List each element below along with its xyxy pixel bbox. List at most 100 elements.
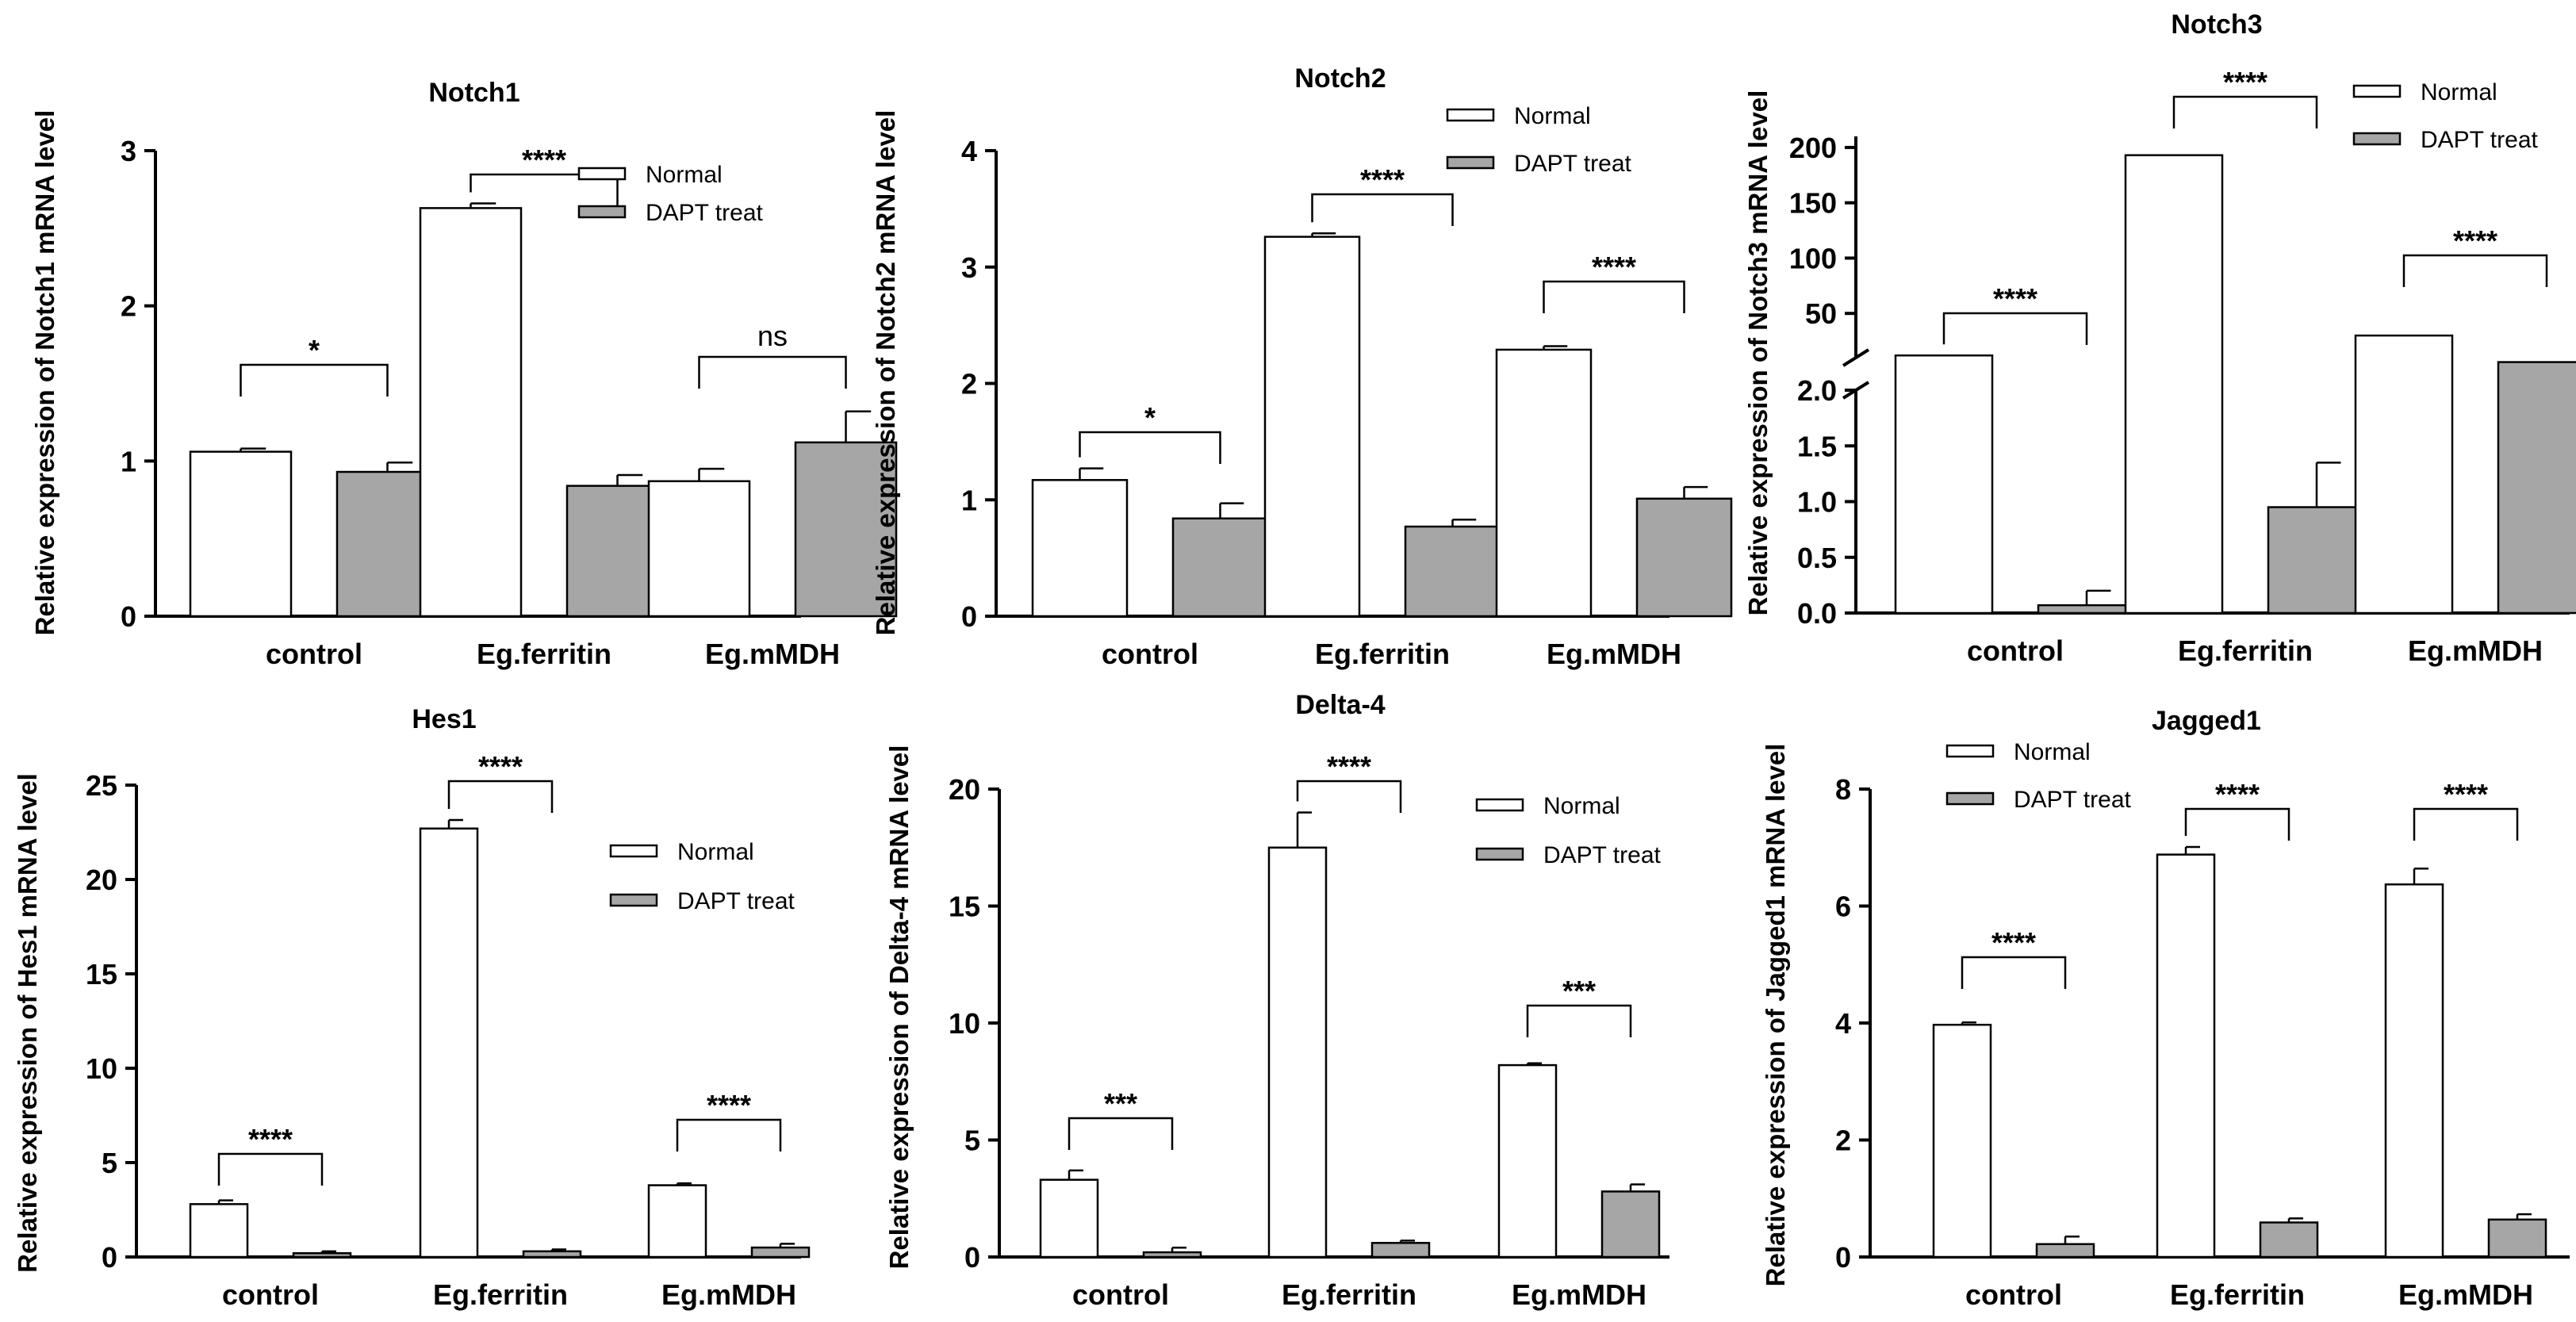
- x-category-label: control: [1102, 638, 1198, 670]
- significance-bracket: [2172, 95, 2318, 128]
- legend-swatch-normal: [2352, 84, 2402, 98]
- significance-bracket: [447, 780, 554, 813]
- legend-label-normal: Normal: [677, 839, 754, 865]
- bar-normal: [189, 1203, 249, 1259]
- y-tick-label: 2: [1835, 1125, 1851, 1157]
- bar-normal: [1497, 1063, 1558, 1259]
- legend-label-normal: Normal: [1543, 793, 1620, 819]
- legend-swatch-normal: [1475, 798, 1524, 812]
- bar-dapt-treat: [750, 1246, 811, 1259]
- y-tick-label: 3: [121, 135, 136, 167]
- bar-dapt-treat: [522, 1250, 582, 1259]
- significance-label: *: [309, 334, 320, 366]
- bar-normal: [1031, 479, 1129, 618]
- y-tick-label: 5: [964, 1125, 980, 1157]
- y-tick-label: 15: [86, 958, 117, 991]
- bar-normal: [647, 480, 751, 618]
- bar-normal: [1267, 846, 1328, 1259]
- bar-normal: [1894, 354, 1994, 615]
- y-tick-label: 100: [1789, 242, 1837, 274]
- x-category-label: Eg.mMDH: [2398, 1278, 2533, 1311]
- bar-normal: [189, 450, 293, 618]
- x-category-label: Eg.ferritin: [1315, 638, 1450, 670]
- bar-dapt-treat: [2487, 1218, 2547, 1259]
- y-tick-label: 1.0: [1797, 486, 1837, 519]
- bar-dapt-treat: [2037, 604, 2137, 615]
- significance-label: ****: [1360, 163, 1405, 196]
- significance-bracket: [1526, 1004, 1632, 1037]
- y-tick-label: 0.0: [1797, 597, 1837, 630]
- y-axis-label: Relative expression of Jagged1 mRNA leve…: [1761, 744, 1790, 1287]
- legend-swatch-normal: [1446, 108, 1495, 122]
- chart-title: Delta-4: [1295, 690, 1385, 720]
- y-tick-label: 10: [949, 1007, 980, 1040]
- axis-break-mark: [1842, 348, 1870, 367]
- legend-label-dapt-treat: DAPT treat: [2014, 787, 2131, 813]
- significance-bracket: [1961, 956, 2067, 989]
- bar-normal: [647, 1184, 707, 1259]
- significance-label: ****: [2444, 778, 2488, 810]
- significance-bracket: [676, 1118, 782, 1151]
- bar-normal: [1932, 1023, 1992, 1259]
- x-category-label: Eg.ferritin: [433, 1278, 568, 1311]
- y-axis-label: Relative expression of Notch2 mRNA level: [871, 110, 900, 636]
- x-category-label: Eg.mMDH: [661, 1278, 796, 1311]
- significance-label: ****: [2215, 778, 2260, 810]
- bar-dapt-treat: [2497, 361, 2576, 615]
- x-category-label: Eg.ferritin: [2170, 1278, 2305, 1311]
- bar-dapt-treat: [1600, 1190, 1661, 1259]
- y-tick-label: 0: [121, 600, 136, 633]
- x-category-label: Eg.ferritin: [2178, 634, 2313, 667]
- x-category-label: Eg.mMDH: [1547, 638, 1681, 670]
- hes1-panel: Hes1 Relative expression of Hes1 mRNA le…: [13, 704, 811, 1311]
- bar-dapt-treat: [1404, 525, 1501, 618]
- y-axis-label: Relative expression of Notch3 mRNA level: [1743, 90, 1773, 616]
- x-category-label: control: [1965, 1278, 2062, 1311]
- significance-bracket: [2184, 807, 2290, 841]
- significance-bracket: [1296, 780, 1402, 813]
- legend-swatch-dapt-treat: [577, 205, 627, 219]
- legend-label-dapt-treat: DAPT treat: [677, 888, 795, 914]
- significance-label: ****: [248, 1123, 293, 1155]
- bar-normal: [1263, 236, 1361, 618]
- significance-label: ****: [1991, 926, 2036, 959]
- bar-dapt-treat: [1171, 517, 1269, 618]
- legend-label-normal: Normal: [2421, 79, 2497, 105]
- significance-label: ****: [1327, 750, 1371, 783]
- significance-bracket: [1311, 193, 1454, 226]
- y-tick-label: 0: [102, 1241, 117, 1274]
- notch1-panel: Notch1 Relative expression of Notch1 mRN…: [30, 78, 898, 670]
- significance-label: ****: [2223, 66, 2267, 98]
- x-category-label: Eg.mMDH: [2408, 634, 2543, 667]
- y-tick-label: 1: [961, 484, 977, 516]
- significance-label: ****: [478, 750, 523, 783]
- y-tick-label: 10: [86, 1052, 117, 1085]
- notch3-panel: Notch3 Relative expression of Notch3 mRN…: [1743, 10, 2576, 667]
- significance-bracket: [698, 355, 847, 389]
- x-category-label: control: [1967, 634, 2064, 667]
- y-tick-label: 5: [102, 1147, 117, 1179]
- bar-dapt-treat: [2267, 506, 2367, 615]
- legend-swatch-dapt-treat: [1475, 847, 1524, 861]
- x-category-label: control: [222, 1278, 319, 1311]
- chart-title: Hes1: [412, 704, 476, 734]
- significance-bracket: [470, 173, 619, 206]
- bar-dapt-treat: [1635, 497, 1733, 618]
- y-tick-label: 2.0: [1797, 374, 1837, 407]
- bar-normal: [419, 827, 479, 1259]
- x-category-label: control: [266, 638, 362, 670]
- y-tick-label: 8: [1835, 773, 1851, 806]
- y-tick-label: 2: [961, 368, 977, 400]
- bar-normal: [2124, 154, 2224, 615]
- legend-swatch-normal: [1945, 744, 1995, 758]
- delta4-panel: Delta-4 Relative expression of Delta-4 m…: [884, 690, 1669, 1311]
- significance-bracket: [1079, 431, 1221, 464]
- legend-swatch-normal: [577, 167, 627, 181]
- significance-bracket: [217, 1152, 324, 1186]
- y-axis-label: Relative expression of Delta-4 mRNA leve…: [884, 745, 914, 1270]
- legend-label-normal: Normal: [646, 162, 723, 188]
- x-category-label: control: [1072, 1278, 1169, 1311]
- significance-label: *: [1144, 401, 1156, 434]
- significance-label: ns: [757, 320, 788, 352]
